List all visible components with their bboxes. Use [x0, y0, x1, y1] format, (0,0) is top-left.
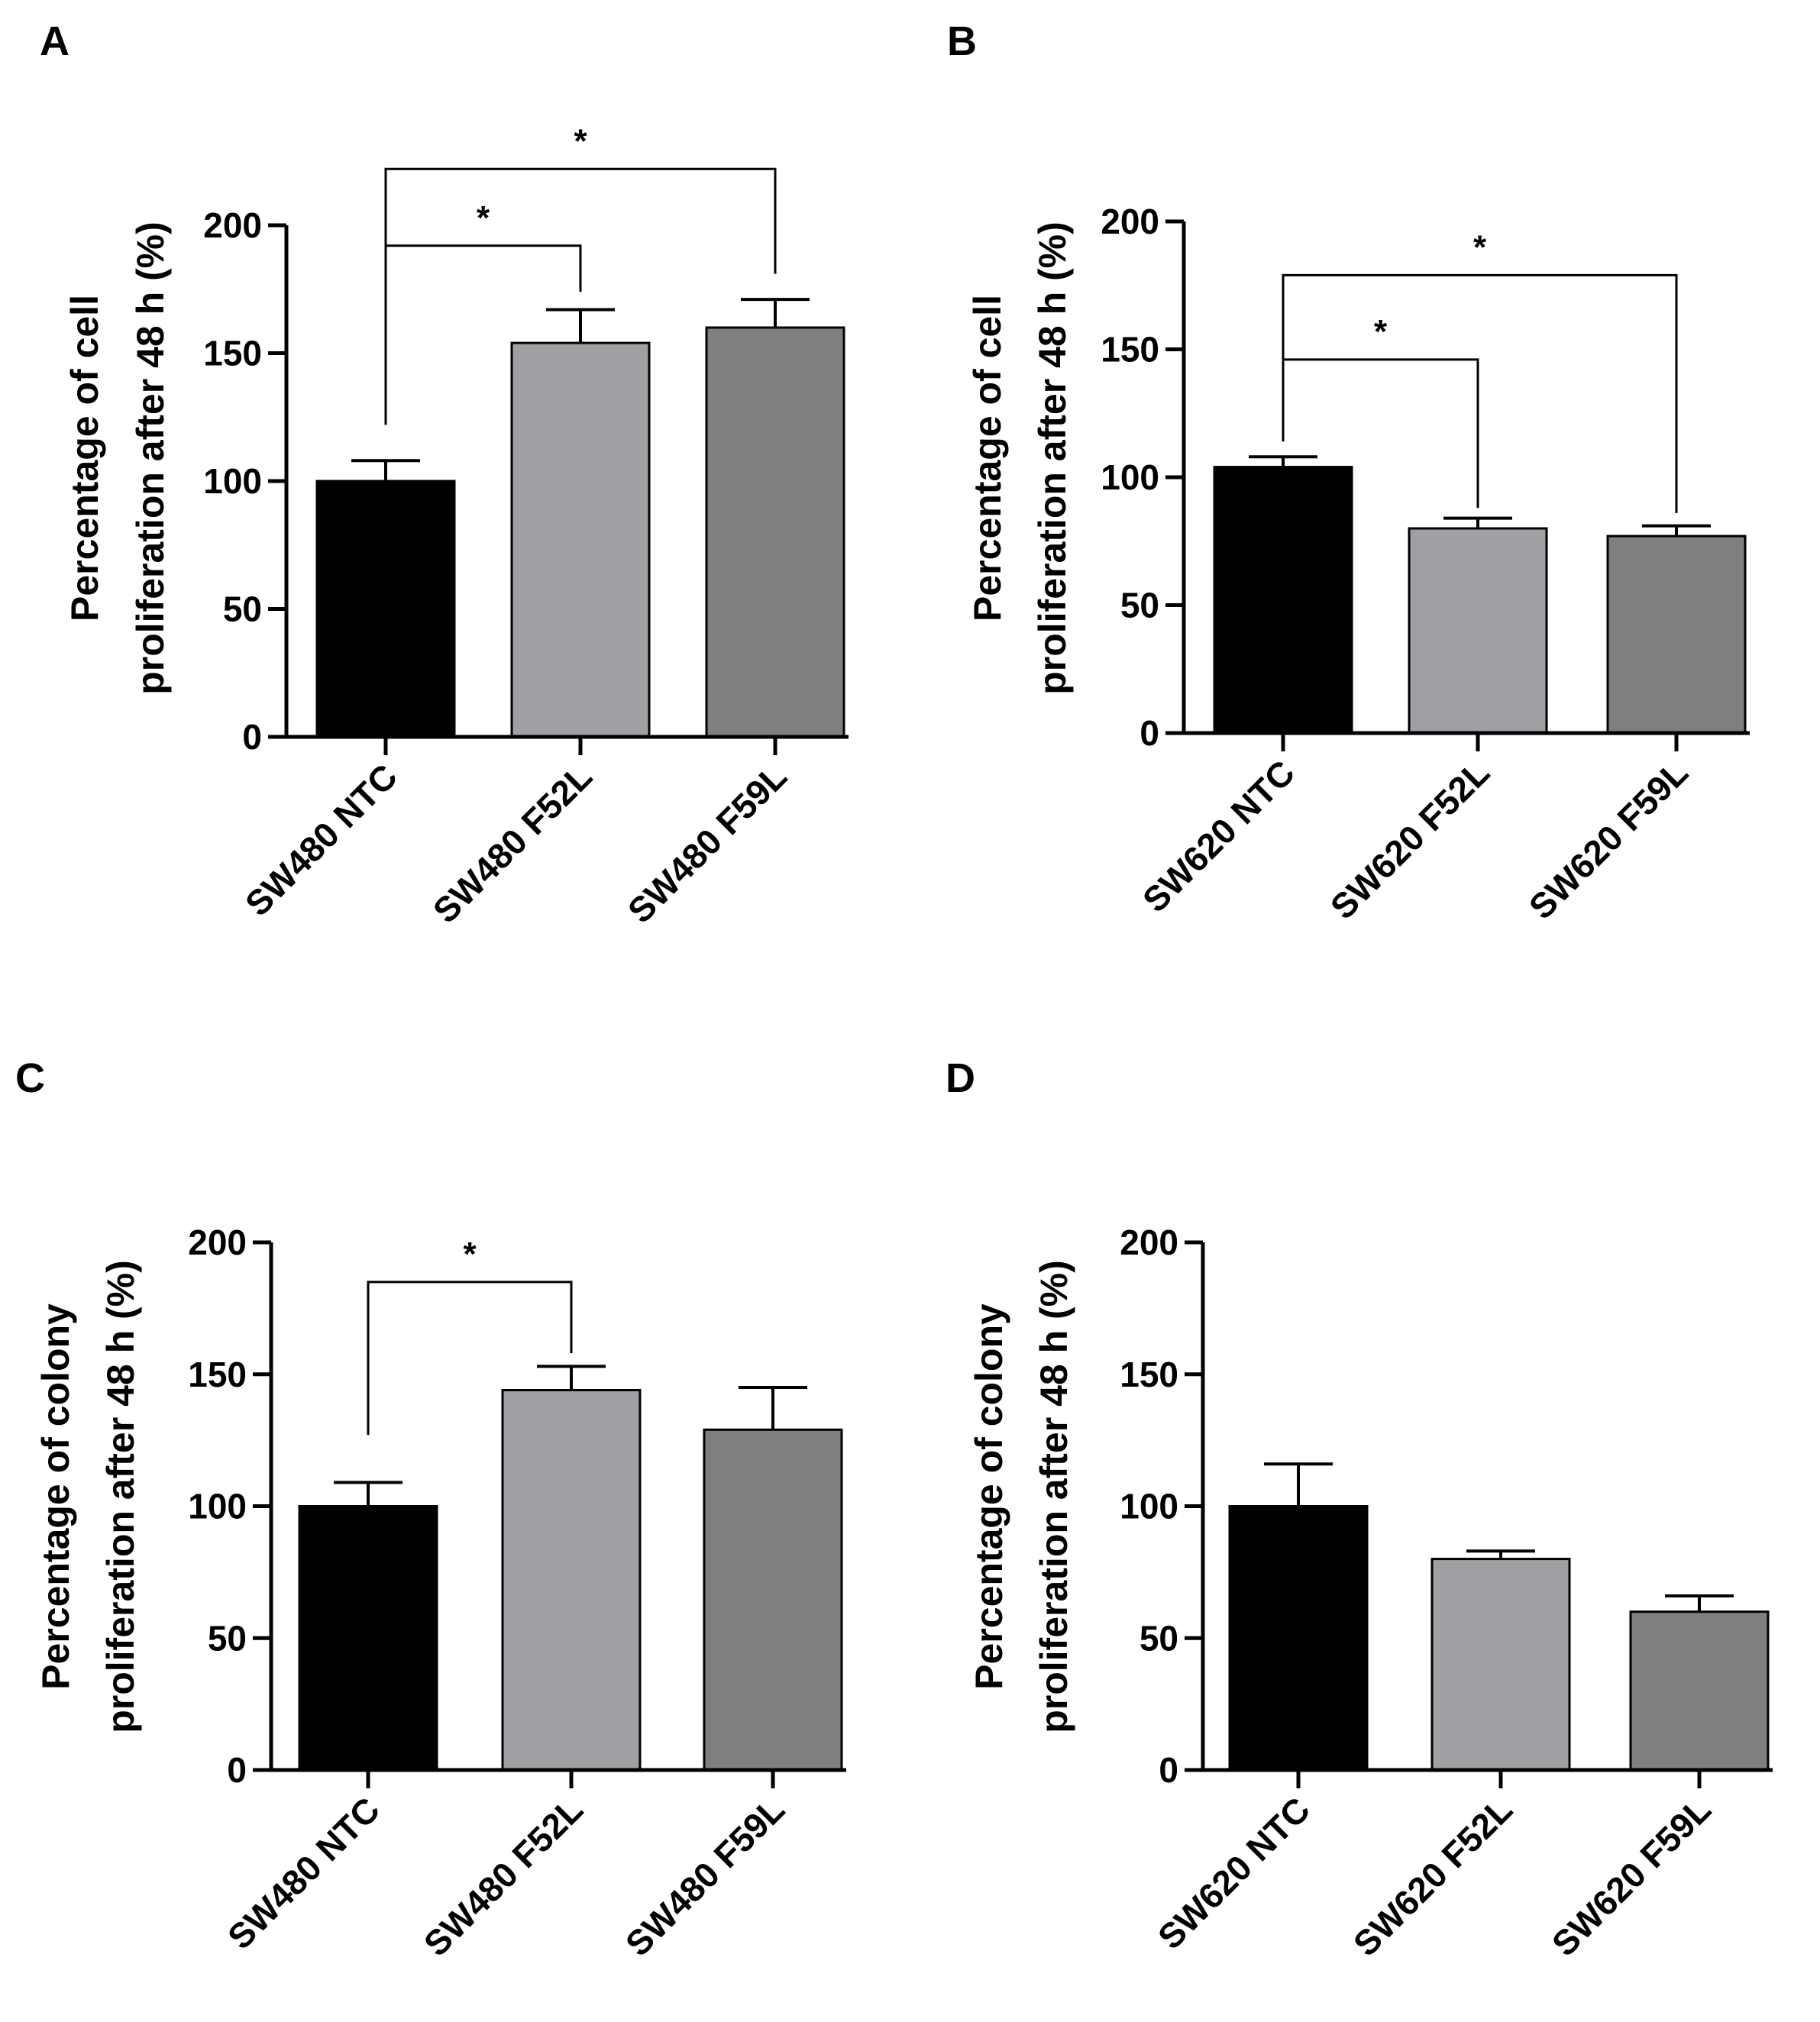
bar-c-3: [703, 1428, 843, 1772]
significance-bracket-b-2: [1282, 273, 1678, 513]
y-tick-label-b-100: 100: [1101, 457, 1159, 497]
panel-letter-a: A: [40, 18, 70, 64]
bar-b-3: [1606, 535, 1747, 735]
y-axis-label-a-line-1: Percentage of cell: [63, 295, 106, 622]
x-category-label-a-2: SW480 F52L: [425, 756, 600, 930]
bar-c-2: [501, 1388, 642, 1772]
y-axis-label-d-line-2: proliferation after 48 h (%): [1033, 1260, 1075, 1733]
bar-a-2: [510, 341, 651, 738]
panel-letter-b: B: [947, 18, 977, 64]
y-tick-label-a-50: 50: [223, 589, 262, 629]
x-category-label-c-1: SW480 NTC: [220, 1789, 387, 1956]
bar-a-1: [315, 480, 456, 738]
x-category-label-d-2: SW620 F52L: [1346, 1789, 1520, 1963]
y-axis-label-c-line-2: proliferation after 48 h (%): [99, 1260, 142, 1733]
x-category-label-c-3: SW480 F59L: [618, 1789, 792, 1963]
x-category-label-b-2: SW620 F52L: [1323, 752, 1497, 926]
significance-label-c-1: *: [463, 1235, 477, 1273]
x-category-label-b-1: SW620 NTC: [1135, 752, 1302, 919]
y-tick-label-d-150: 150: [1120, 1355, 1178, 1394]
panel-a: A 0 50 100 150 200 SW480 NTC SW480 F52L SW480 F5…: [40, 18, 849, 931]
significance-bracket-c-1: [367, 1281, 573, 1436]
bar-d-1: [1228, 1505, 1369, 1772]
x-category-label-b-3: SW620 F59L: [1521, 752, 1696, 926]
x-category-label-d-3: SW620 F59L: [1544, 1789, 1718, 1963]
significance-label-a-1: *: [477, 199, 490, 237]
y-tick-label-d-100: 100: [1120, 1487, 1178, 1526]
panel-b: B 0 50 100 150 200 SW620 NTC SW620 F52L SW620 F5…: [947, 18, 1750, 927]
y-tick-label-c-150: 150: [188, 1355, 247, 1394]
x-category-label-a-1: SW480 NTC: [238, 756, 405, 923]
y-tick-label-b-50: 50: [1120, 586, 1159, 625]
bar-d-3: [1629, 1610, 1770, 1772]
y-tick-label-b-150: 150: [1101, 330, 1159, 370]
y-tick-label-a-150: 150: [203, 334, 262, 373]
bar-c-1: [298, 1505, 438, 1772]
significance-label-b-2: *: [1473, 228, 1487, 266]
y-tick-label-b-0: 0: [1140, 713, 1159, 753]
x-category-label-c-2: SW480 F52L: [416, 1789, 590, 1963]
significance-label-b-1: *: [1374, 313, 1388, 350]
panel-letter-c: C: [15, 1055, 45, 1101]
y-tick-label-b-200: 200: [1101, 202, 1159, 241]
panel-letter-d: D: [946, 1055, 975, 1101]
y-tick-label-c-50: 50: [208, 1618, 247, 1658]
bar-b-2: [1408, 527, 1548, 735]
bar-b-1: [1213, 466, 1353, 735]
panel-c: C 0 50 100 150 200 SW480 NTC SW480 F52L SW480 F5…: [15, 1055, 846, 1964]
y-tick-label-d-0: 0: [1159, 1750, 1178, 1790]
significance-label-a-2: *: [574, 122, 587, 160]
y-tick-label-a-0: 0: [242, 717, 262, 757]
y-tick-label-d-50: 50: [1140, 1618, 1178, 1658]
bar-d-2: [1430, 1558, 1571, 1772]
x-category-label-d-1: SW620 NTC: [1150, 1789, 1317, 1956]
y-tick-label-a-200: 200: [203, 205, 262, 245]
significance-bracket-a-2: [384, 167, 777, 425]
y-axis-label-b-line-2: proliferation after 48 h (%): [1031, 221, 1074, 695]
y-tick-label-d-200: 200: [1120, 1223, 1178, 1262]
y-axis-label-d-line-1: Percentage of colony: [968, 1303, 1010, 1690]
y-tick-label-c-0: 0: [227, 1750, 247, 1790]
panel-d: D 0 50 100 150 200 SW620 NTC SW620 F52L SW620 F5…: [946, 1055, 1773, 1964]
y-tick-label-c-100: 100: [188, 1487, 247, 1526]
y-tick-label-c-200: 200: [188, 1223, 247, 1262]
x-category-label-a-3: SW480 F59L: [620, 756, 794, 930]
y-axis-label-b-line-1: Percentage of cell: [966, 295, 1009, 622]
y-axis-label-a-line-2: proliferation after 48 h (%): [129, 221, 172, 695]
y-tick-label-a-100: 100: [203, 461, 262, 501]
bar-a-3: [705, 326, 845, 738]
y-axis-label-c-line-1: Percentage of colony: [34, 1303, 77, 1690]
